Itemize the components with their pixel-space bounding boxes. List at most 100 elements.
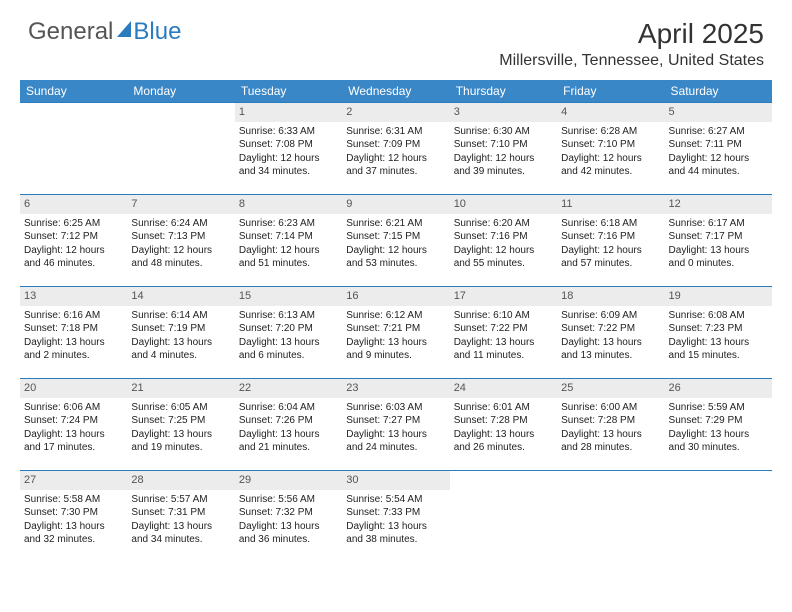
day-number: 2 xyxy=(342,103,449,122)
day-number: 24 xyxy=(450,379,557,398)
sunset-text: Sunset: 7:21 PM xyxy=(346,322,445,336)
sunset-text: Sunset: 7:10 PM xyxy=(454,138,553,152)
calendar-cell: 25Sunrise: 6:00 AMSunset: 7:28 PMDayligh… xyxy=(557,379,664,471)
sunset-text: Sunset: 7:28 PM xyxy=(454,414,553,428)
calendar-cell: 4Sunrise: 6:28 AMSunset: 7:10 PMDaylight… xyxy=(557,103,664,195)
daylight-text: and 34 minutes. xyxy=(239,165,338,179)
day-number: 29 xyxy=(235,471,342,490)
day-number: 28 xyxy=(127,471,234,490)
calendar-table: Sunday Monday Tuesday Wednesday Thursday… xyxy=(20,80,772,563)
calendar-cell: 2Sunrise: 6:31 AMSunset: 7:09 PMDaylight… xyxy=(342,103,449,195)
calendar-cell: 5Sunrise: 6:27 AMSunset: 7:11 PMDaylight… xyxy=(665,103,772,195)
sunset-text: Sunset: 7:10 PM xyxy=(561,138,660,152)
day-number: 9 xyxy=(342,195,449,214)
calendar-cell: 12Sunrise: 6:17 AMSunset: 7:17 PMDayligh… xyxy=(665,195,772,287)
daylight-text: Daylight: 13 hours xyxy=(239,336,338,350)
sunrise-text: Sunrise: 5:59 AM xyxy=(669,401,768,415)
sunset-text: Sunset: 7:29 PM xyxy=(669,414,768,428)
sunrise-text: Sunrise: 6:31 AM xyxy=(346,125,445,139)
daylight-text: and 26 minutes. xyxy=(454,441,553,455)
sunset-text: Sunset: 7:20 PM xyxy=(239,322,338,336)
calendar-cell: 16Sunrise: 6:12 AMSunset: 7:21 PMDayligh… xyxy=(342,287,449,379)
calendar-cell: 26 Sunrise: 5:59 AMSunset: 7:29 PMDayligh… xyxy=(665,379,772,471)
daylight-text: and 55 minutes. xyxy=(454,257,553,271)
day-number: 6 xyxy=(20,195,127,214)
daylight-text: Daylight: 13 hours xyxy=(131,428,230,442)
weekday-header: Saturday xyxy=(665,80,772,103)
sunrise-text: Sunrise: 6:21 AM xyxy=(346,217,445,231)
sunset-text: Sunset: 7:22 PM xyxy=(561,322,660,336)
sunrise-text: Sunrise: 6:30 AM xyxy=(454,125,553,139)
day-number: 18 xyxy=(557,287,664,306)
daylight-text: Daylight: 13 hours xyxy=(24,520,123,534)
day-number: 21 xyxy=(127,379,234,398)
daylight-text: Daylight: 12 hours xyxy=(239,152,338,166)
sunrise-text: Sunrise: 6:28 AM xyxy=(561,125,660,139)
day-number: 15 xyxy=(235,287,342,306)
daylight-text: Daylight: 13 hours xyxy=(669,336,768,350)
sunset-text: Sunset: 7:14 PM xyxy=(239,230,338,244)
sunset-text: Sunset: 7:25 PM xyxy=(131,414,230,428)
calendar-cell: 3Sunrise: 6:30 AMSunset: 7:10 PMDaylight… xyxy=(450,103,557,195)
daylight-text: and 48 minutes. xyxy=(131,257,230,271)
sunset-text: Sunset: 7:28 PM xyxy=(561,414,660,428)
day-number: 16 xyxy=(342,287,449,306)
daylight-text: and 24 minutes. xyxy=(346,441,445,455)
daylight-text: and 4 minutes. xyxy=(131,349,230,363)
sunset-text: Sunset: 7:08 PM xyxy=(239,138,338,152)
sunrise-text: Sunrise: 6:25 AM xyxy=(24,217,123,231)
day-number: 20 xyxy=(20,379,127,398)
daylight-text: and 2 minutes. xyxy=(24,349,123,363)
sunset-text: Sunset: 7:23 PM xyxy=(669,322,768,336)
sunrise-text: Sunrise: 6:13 AM xyxy=(239,309,338,323)
sunrise-text: Sunrise: 6:00 AM xyxy=(561,401,660,415)
sunrise-text: Sunrise: 6:18 AM xyxy=(561,217,660,231)
daylight-text: and 21 minutes. xyxy=(239,441,338,455)
calendar-cell: 6Sunrise: 6:25 AMSunset: 7:12 PMDaylight… xyxy=(20,195,127,287)
calendar-week-row: 13Sunrise: 6:16 AMSunset: 7:18 PMDayligh… xyxy=(20,287,772,379)
calendar-cell: 10Sunrise: 6:20 AMSunset: 7:16 PMDayligh… xyxy=(450,195,557,287)
brand-logo: General Blue xyxy=(28,18,181,46)
page-title: April 2025 xyxy=(499,18,764,50)
sunrise-text: Sunrise: 6:16 AM xyxy=(24,309,123,323)
sunrise-text: Sunrise: 5:54 AM xyxy=(346,493,445,507)
day-number: 4 xyxy=(557,103,664,122)
calendar-week-row: 6Sunrise: 6:25 AMSunset: 7:12 PMDaylight… xyxy=(20,195,772,287)
calendar-cell: 30Sunrise: 5:54 AMSunset: 7:33 PMDayligh… xyxy=(342,471,449,563)
calendar-cell: 1Sunrise: 6:33 AMSunset: 7:08 PMDaylight… xyxy=(235,103,342,195)
sunset-text: Sunset: 7:16 PM xyxy=(454,230,553,244)
daylight-text: and 39 minutes. xyxy=(454,165,553,179)
daylight-text: Daylight: 13 hours xyxy=(561,428,660,442)
daylight-text: Daylight: 13 hours xyxy=(239,428,338,442)
day-number: 7 xyxy=(127,195,234,214)
daylight-text: and 46 minutes. xyxy=(24,257,123,271)
daylight-text: Daylight: 13 hours xyxy=(346,428,445,442)
day-number: 12 xyxy=(665,195,772,214)
sunrise-text: Sunrise: 6:20 AM xyxy=(454,217,553,231)
calendar-week-row: 1Sunrise: 6:33 AMSunset: 7:08 PMDaylight… xyxy=(20,103,772,195)
calendar-cell xyxy=(665,471,772,563)
calendar-cell: 15 Sunrise: 6:13 AMSunset: 7:20 PMDayligh… xyxy=(235,287,342,379)
calendar-cell: 27Sunrise: 5:58 AMSunset: 7:30 PMDayligh… xyxy=(20,471,127,563)
weekday-header: Tuesday xyxy=(235,80,342,103)
daylight-text: and 28 minutes. xyxy=(561,441,660,455)
day-number: 26 xyxy=(665,379,772,398)
calendar-cell: 9Sunrise: 6:21 AMSunset: 7:15 PMDaylight… xyxy=(342,195,449,287)
daylight-text: Daylight: 13 hours xyxy=(131,336,230,350)
sunset-text: Sunset: 7:32 PM xyxy=(239,506,338,520)
day-number: 19 xyxy=(665,287,772,306)
daylight-text: and 38 minutes. xyxy=(346,533,445,547)
daylight-text: and 11 minutes. xyxy=(454,349,553,363)
daylight-text: Daylight: 13 hours xyxy=(669,428,768,442)
sunset-text: Sunset: 7:09 PM xyxy=(346,138,445,152)
weekday-header: Thursday xyxy=(450,80,557,103)
daylight-text: and 15 minutes. xyxy=(669,349,768,363)
sunrise-text: Sunrise: 6:14 AM xyxy=(131,309,230,323)
daylight-text: Daylight: 12 hours xyxy=(24,244,123,258)
daylight-text: and 6 minutes. xyxy=(239,349,338,363)
brand-text-general: General xyxy=(28,18,113,46)
sunrise-text: Sunrise: 6:01 AM xyxy=(454,401,553,415)
calendar-cell: 7Sunrise: 6:24 AMSunset: 7:13 PMDaylight… xyxy=(127,195,234,287)
weekday-header: Sunday xyxy=(20,80,127,103)
calendar-cell: 20Sunrise: 6:06 AMSunset: 7:24 PMDayligh… xyxy=(20,379,127,471)
